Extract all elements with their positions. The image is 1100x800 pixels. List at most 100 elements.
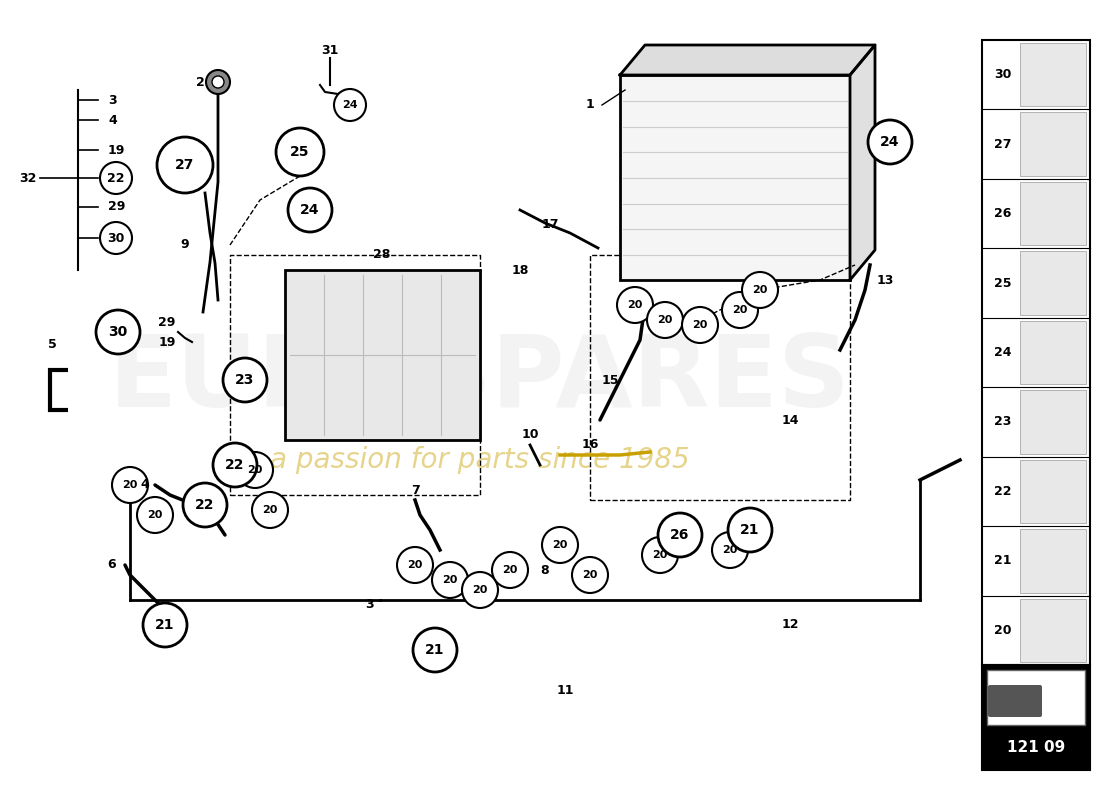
Circle shape xyxy=(642,537,678,573)
Text: 7: 7 xyxy=(410,483,419,497)
Bar xyxy=(1020,43,1086,106)
Text: 20: 20 xyxy=(752,285,768,295)
Text: a passion for parts since 1985: a passion for parts since 1985 xyxy=(271,446,690,474)
Bar xyxy=(987,670,1085,725)
Text: 8: 8 xyxy=(541,563,549,577)
Circle shape xyxy=(658,513,702,557)
Text: 26: 26 xyxy=(994,207,1011,220)
Text: 6: 6 xyxy=(108,558,117,571)
Bar xyxy=(1020,598,1086,662)
Text: 30: 30 xyxy=(109,325,128,339)
Circle shape xyxy=(492,552,528,588)
Bar xyxy=(1020,113,1086,176)
Circle shape xyxy=(213,443,257,487)
Text: 24: 24 xyxy=(994,346,1012,359)
Text: 30: 30 xyxy=(108,231,124,245)
Text: 22: 22 xyxy=(196,498,214,512)
Circle shape xyxy=(712,532,748,568)
Bar xyxy=(1020,251,1086,314)
Bar xyxy=(1020,182,1086,246)
Text: 10: 10 xyxy=(521,429,539,442)
Text: 13: 13 xyxy=(877,274,893,286)
Text: 20: 20 xyxy=(407,560,422,570)
Text: 20: 20 xyxy=(582,570,597,580)
Circle shape xyxy=(742,272,778,308)
Text: 4: 4 xyxy=(108,114,117,126)
Text: 18: 18 xyxy=(512,263,529,277)
Text: 23: 23 xyxy=(235,373,255,387)
Text: 20: 20 xyxy=(994,624,1012,637)
Text: 17: 17 xyxy=(541,218,559,231)
Text: 22: 22 xyxy=(994,485,1012,498)
Circle shape xyxy=(722,292,758,328)
Circle shape xyxy=(462,572,498,608)
Text: 4: 4 xyxy=(141,478,150,491)
Text: 25: 25 xyxy=(994,277,1012,290)
Circle shape xyxy=(138,497,173,533)
Text: 20: 20 xyxy=(248,465,263,475)
Circle shape xyxy=(728,508,772,552)
Bar xyxy=(982,40,1090,665)
Text: 24: 24 xyxy=(342,100,358,110)
Text: 28: 28 xyxy=(373,249,390,262)
Circle shape xyxy=(112,467,148,503)
Circle shape xyxy=(288,188,332,232)
Text: 22: 22 xyxy=(108,171,124,185)
Text: 3: 3 xyxy=(108,94,117,106)
Text: 19: 19 xyxy=(158,335,176,349)
Text: 121 09: 121 09 xyxy=(1006,741,1065,755)
Text: 5: 5 xyxy=(47,338,56,351)
Text: 20: 20 xyxy=(503,565,518,575)
Polygon shape xyxy=(850,45,875,280)
Circle shape xyxy=(100,162,132,194)
Text: 12: 12 xyxy=(781,618,799,631)
Text: 3: 3 xyxy=(365,598,374,611)
Bar xyxy=(285,270,480,440)
Text: 24: 24 xyxy=(880,135,900,149)
Circle shape xyxy=(223,358,267,402)
Text: 20: 20 xyxy=(262,505,277,515)
Circle shape xyxy=(868,120,912,164)
Text: 21: 21 xyxy=(155,618,175,632)
Circle shape xyxy=(96,310,140,354)
Text: 15: 15 xyxy=(602,374,618,386)
Text: 24: 24 xyxy=(300,203,320,217)
Text: 20: 20 xyxy=(733,305,748,315)
Circle shape xyxy=(183,483,227,527)
Circle shape xyxy=(212,76,224,88)
Text: 25: 25 xyxy=(290,145,310,159)
Circle shape xyxy=(572,557,608,593)
Text: 21: 21 xyxy=(994,554,1012,567)
Circle shape xyxy=(412,628,456,672)
Circle shape xyxy=(236,452,273,488)
Text: 20: 20 xyxy=(442,575,458,585)
Text: 20: 20 xyxy=(652,550,668,560)
Circle shape xyxy=(276,128,324,176)
Text: 22: 22 xyxy=(226,458,244,472)
Polygon shape xyxy=(620,45,875,75)
Text: 9: 9 xyxy=(180,238,189,251)
Text: 11: 11 xyxy=(557,683,574,697)
Text: 29: 29 xyxy=(108,201,125,214)
Bar xyxy=(1020,390,1086,454)
Bar xyxy=(982,665,1090,770)
Text: 30: 30 xyxy=(994,68,1011,82)
Circle shape xyxy=(682,307,718,343)
Text: EUROSPARES: EUROSPARES xyxy=(109,331,851,429)
Text: 20: 20 xyxy=(627,300,642,310)
Circle shape xyxy=(432,562,468,598)
Text: 19: 19 xyxy=(108,143,125,157)
Circle shape xyxy=(334,89,366,121)
Bar xyxy=(1020,321,1086,384)
Text: 27: 27 xyxy=(994,138,1012,150)
Text: 20: 20 xyxy=(147,510,163,520)
Text: 21: 21 xyxy=(740,523,760,537)
Text: 31: 31 xyxy=(321,43,339,57)
Text: 32: 32 xyxy=(20,171,36,185)
Circle shape xyxy=(206,70,230,94)
Circle shape xyxy=(157,137,213,193)
Bar xyxy=(1020,460,1086,523)
Circle shape xyxy=(252,492,288,528)
Text: 1: 1 xyxy=(585,98,594,111)
Text: 20: 20 xyxy=(122,480,138,490)
